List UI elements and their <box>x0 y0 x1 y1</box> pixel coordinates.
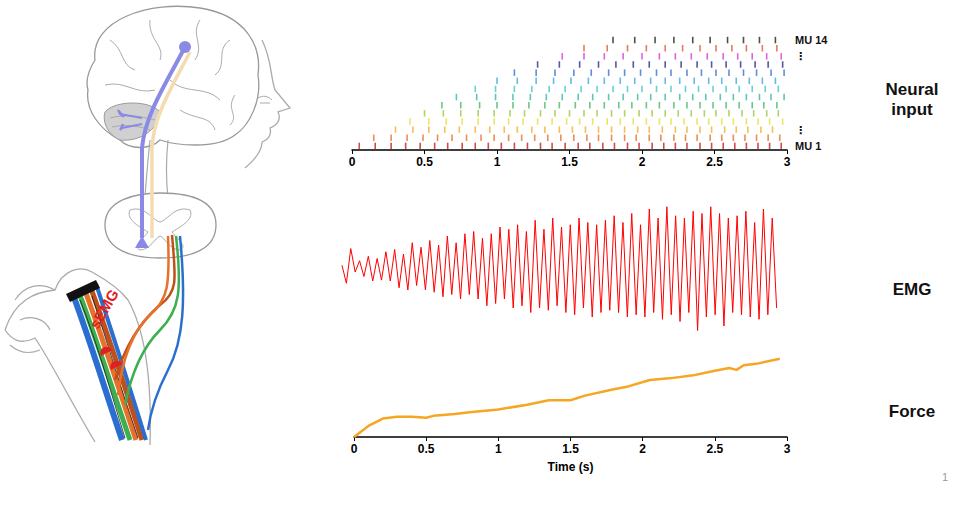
html-text:MU 1: MU 1 <box>795 139 822 152</box>
svg-text:1: 1 <box>494 155 501 169</box>
svg-text:2: 2 <box>639 442 646 456</box>
svg-text:3: 3 <box>784 155 791 169</box>
svg-text:1.5: 1.5 <box>562 442 579 456</box>
svg-text:1.5: 1.5 <box>561 155 578 169</box>
svg-text:0: 0 <box>349 155 356 169</box>
svg-text:0.5: 0.5 <box>418 442 435 456</box>
svg-text:2.5: 2.5 <box>706 155 723 169</box>
svg-text:Time (s): Time (s) <box>548 460 594 474</box>
svg-text:0.5: 0.5 <box>416 155 433 169</box>
html-text:MU 14: MU 14 <box>795 34 828 47</box>
svg-text:2.5: 2.5 <box>706 442 723 456</box>
html-text:Force: Force <box>888 402 936 421</box>
html-text:1: 1 <box>941 471 948 483</box>
svg-text:0: 0 <box>351 442 358 456</box>
html-text:Neural input: Neural input <box>885 80 939 119</box>
svg-text:3: 3 <box>784 442 791 456</box>
html-text:EMG: EMG <box>892 280 932 299</box>
svg-text:2: 2 <box>639 155 646 169</box>
svg-text:sEMG: sEMG <box>86 286 122 331</box>
svg-text:1: 1 <box>495 442 502 456</box>
